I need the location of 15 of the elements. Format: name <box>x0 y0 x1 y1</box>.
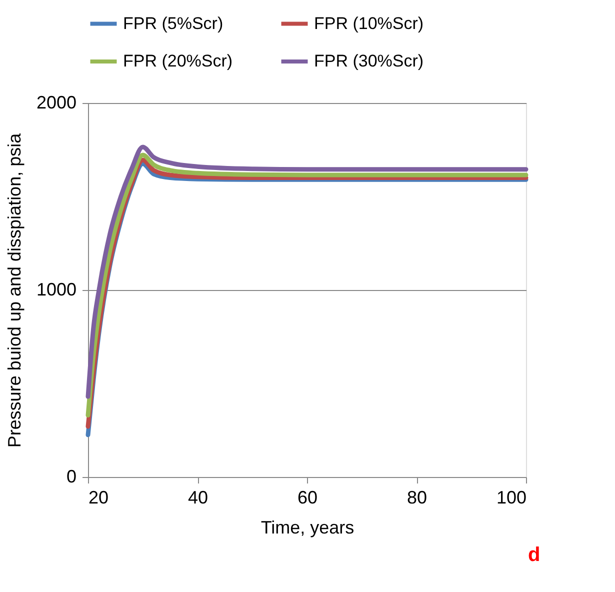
x-axis-title: Time, years <box>260 518 354 538</box>
y-tick-label: 1000 <box>36 280 76 300</box>
text: d <box>528 544 540 566</box>
x-tick-label: 20 <box>88 488 109 508</box>
y-tick-label: 2000 <box>36 92 76 112</box>
x-tick-label: 60 <box>297 488 318 508</box>
x-tick-label: 100 <box>496 488 526 508</box>
x-tick-label: 80 <box>406 488 428 508</box>
legend-label: FPR (30%Scr) <box>314 52 424 70</box>
y-axis-title: Pressure buiod up and disspiation, psia <box>4 132 24 448</box>
x-tick-label: 40 <box>188 488 208 508</box>
legend-label: FPR (5%Scr) <box>123 14 224 33</box>
legend-label: FPR (10%Scr) <box>314 14 424 33</box>
legend-label: FPR (20%Scr) <box>123 52 233 70</box>
y-tick-label: 0 <box>66 466 76 486</box>
